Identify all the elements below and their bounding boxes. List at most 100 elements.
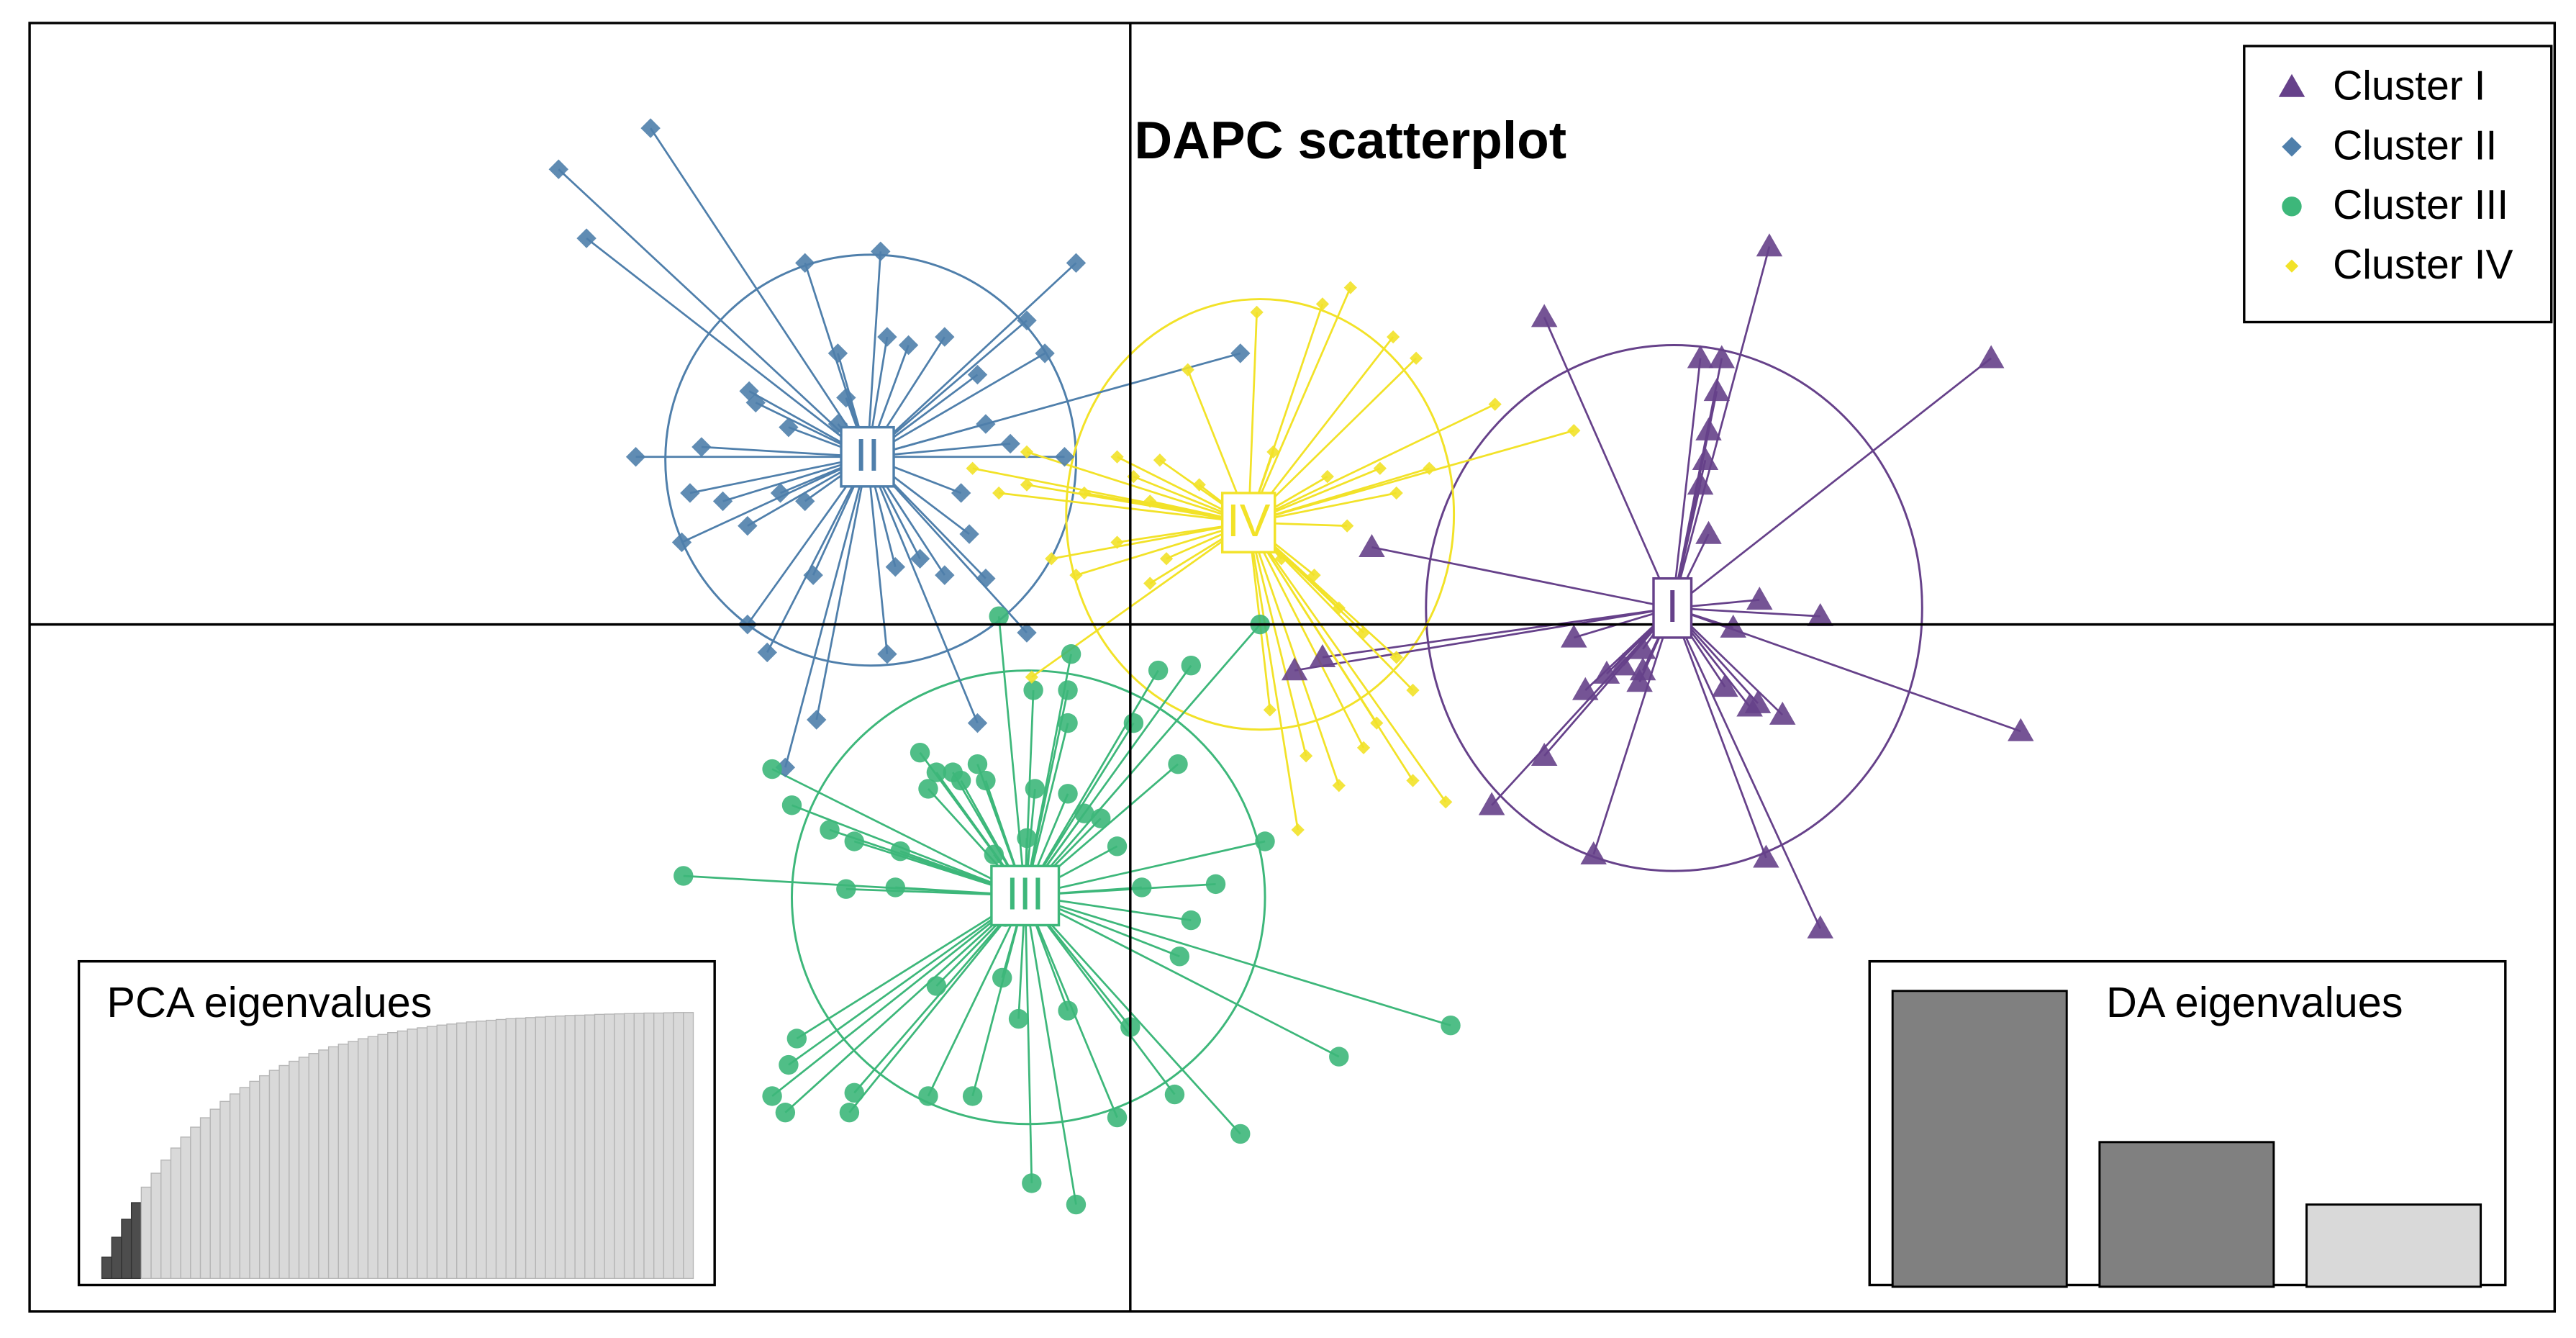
link	[815, 456, 869, 720]
link	[1247, 522, 1307, 756]
link	[558, 168, 869, 458]
bar	[318, 1049, 330, 1280]
bar	[476, 1020, 487, 1280]
centroid-label: I	[1666, 580, 1679, 632]
link	[1248, 336, 1394, 523]
bar	[555, 1015, 566, 1280]
point	[1164, 1084, 1185, 1105]
point	[691, 437, 712, 457]
bar	[199, 1117, 211, 1280]
point	[1629, 657, 1656, 681]
point	[1022, 1173, 1042, 1193]
point	[1008, 1008, 1029, 1029]
point	[898, 335, 919, 356]
link	[1024, 895, 1176, 1095]
point	[1266, 445, 1280, 459]
ellipse	[791, 669, 1266, 1126]
bar	[594, 1013, 605, 1280]
point	[989, 606, 1009, 626]
da-inset: DA eigenvalues	[1868, 959, 2507, 1288]
link	[1248, 403, 1496, 524]
link	[1076, 521, 1249, 577]
point	[926, 976, 947, 996]
bar	[426, 1026, 438, 1280]
point	[984, 844, 1004, 864]
bar	[289, 1060, 300, 1280]
point	[962, 1086, 983, 1106]
link	[997, 616, 1027, 896]
point	[1720, 614, 1747, 638]
bar	[180, 1136, 191, 1280]
point	[1561, 624, 1587, 648]
bar	[623, 1013, 635, 1280]
point	[1107, 1107, 1128, 1128]
point	[836, 387, 856, 408]
bar	[308, 1053, 319, 1280]
bar	[249, 1080, 260, 1280]
bar	[101, 1256, 112, 1280]
bar	[446, 1023, 458, 1280]
point	[976, 770, 996, 791]
point	[1035, 343, 1055, 363]
link	[1672, 607, 1820, 618]
point	[1250, 305, 1264, 319]
link	[1025, 895, 1340, 1058]
point	[959, 524, 979, 544]
bar	[505, 1018, 517, 1280]
link	[866, 262, 1077, 458]
point	[1061, 644, 1081, 664]
link	[788, 895, 1026, 1066]
link	[1671, 358, 1702, 608]
bar	[130, 1202, 142, 1280]
point	[770, 483, 791, 503]
bar	[436, 1024, 448, 1280]
link	[649, 127, 869, 458]
link	[1024, 623, 1261, 897]
point	[976, 414, 996, 434]
link	[1024, 895, 1033, 1183]
legend-label: Cluster IV	[2333, 242, 2513, 288]
point	[1274, 552, 1288, 566]
point	[795, 491, 815, 512]
point	[674, 866, 694, 886]
centroid-label: II	[855, 429, 881, 481]
link	[1247, 522, 1300, 831]
point	[885, 877, 906, 898]
point	[1054, 447, 1075, 467]
pca-inset: PCA eigenvalues	[77, 959, 716, 1287]
point	[1580, 841, 1607, 864]
ellipse	[1425, 344, 1923, 872]
bar	[121, 1219, 132, 1280]
bar	[327, 1046, 340, 1280]
bar	[2098, 1141, 2275, 1288]
bar	[160, 1160, 172, 1280]
point	[1123, 713, 1144, 733]
point	[786, 1029, 807, 1049]
point	[1058, 1000, 1078, 1021]
link	[1024, 895, 1077, 1205]
point	[1077, 486, 1092, 500]
bar	[337, 1044, 349, 1280]
bar	[584, 1014, 596, 1280]
legend-label: Cluster III	[2333, 182, 2508, 228]
legend-marker	[2282, 196, 2302, 217]
point	[1132, 877, 1152, 898]
point	[1389, 486, 1403, 500]
point	[1205, 874, 1226, 895]
link	[1672, 357, 1992, 609]
legend-marker	[2278, 73, 2305, 97]
point	[820, 820, 840, 840]
point	[1058, 784, 1078, 804]
link	[1248, 522, 1414, 782]
point	[1181, 656, 1201, 676]
link	[784, 456, 869, 768]
point	[712, 491, 733, 512]
point	[890, 841, 910, 862]
legend-label: Cluster I	[2333, 63, 2485, 109]
point	[910, 548, 930, 569]
point	[1359, 534, 1385, 558]
bar	[574, 1014, 586, 1280]
inset-title: PCA eigenvalues	[106, 978, 432, 1026]
point	[1530, 304, 1558, 327]
